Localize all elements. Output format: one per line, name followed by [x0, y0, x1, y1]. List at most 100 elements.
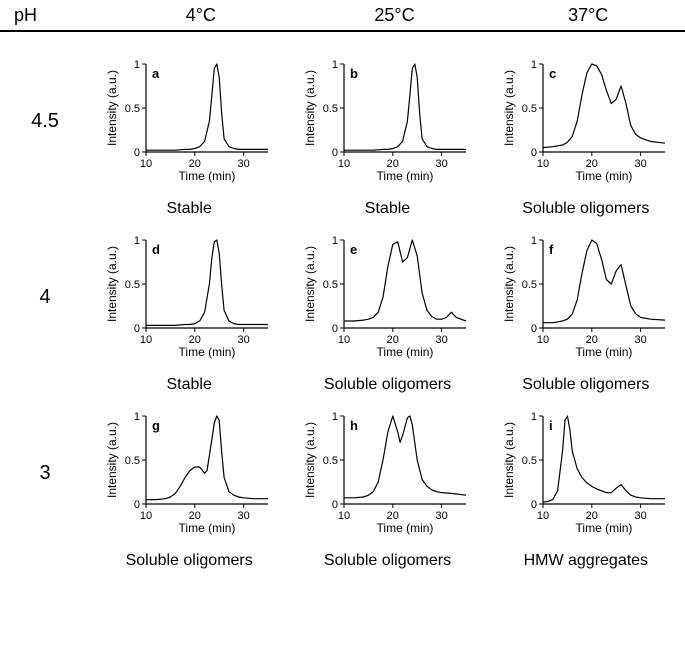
svg-text:0: 0: [134, 323, 140, 335]
svg-text:Intensity (a.u.): Intensity (a.u.): [105, 70, 119, 146]
svg-text:0.5: 0.5: [522, 279, 537, 291]
svg-text:0.5: 0.5: [125, 279, 140, 291]
svg-text:10: 10: [338, 510, 350, 522]
svg-text:10: 10: [537, 510, 549, 522]
svg-text:Time (min): Time (min): [377, 521, 434, 535]
svg-text:Time (min): Time (min): [179, 169, 236, 183]
svg-text:e: e: [350, 242, 357, 257]
panel-i: 10203000.51Time (min)Intensity (a.u.)i: [487, 408, 685, 538]
svg-text:10: 10: [537, 158, 549, 170]
svg-text:g: g: [152, 418, 160, 433]
svg-text:Intensity (a.u.): Intensity (a.u.): [502, 246, 516, 322]
chart-b: 10203000.51Time (min)Intensity (a.u.)b: [302, 56, 472, 186]
svg-text:1: 1: [134, 411, 140, 423]
svg-text:0.5: 0.5: [125, 103, 140, 115]
svg-text:10: 10: [338, 334, 350, 346]
caption-f: Soluble oligomers: [487, 368, 685, 402]
svg-text:b: b: [350, 66, 358, 81]
svg-text:30: 30: [238, 334, 250, 346]
chart-d: 10203000.51Time (min)Intensity (a.u.)d: [104, 232, 274, 362]
svg-text:0.5: 0.5: [522, 103, 537, 115]
svg-text:Intensity (a.u.): Intensity (a.u.): [502, 422, 516, 498]
svg-text:Time (min): Time (min): [377, 169, 434, 183]
svg-text:c: c: [549, 66, 556, 81]
svg-text:0: 0: [332, 147, 338, 159]
chart-i: 10203000.51Time (min)Intensity (a.u.)i: [501, 408, 671, 538]
svg-text:10: 10: [140, 510, 152, 522]
chart-a: 10203000.51Time (min)Intensity (a.u.)a: [104, 56, 274, 186]
caption-a: Stable: [90, 192, 288, 226]
svg-text:f: f: [549, 242, 554, 257]
svg-text:i: i: [549, 418, 553, 433]
svg-text:0.5: 0.5: [323, 455, 338, 467]
svg-text:0: 0: [531, 323, 537, 335]
caption-g: Soluble oligomers: [90, 544, 288, 578]
svg-text:a: a: [152, 66, 160, 81]
figure-root: pH 4°C 25°C 37°C 4.510203000.51Time (min…: [0, 0, 685, 663]
svg-text:0: 0: [134, 499, 140, 511]
svg-text:0.5: 0.5: [125, 455, 140, 467]
row-label-ph-4.5: 4.5: [0, 56, 90, 186]
svg-text:Intensity (a.u.): Intensity (a.u.): [502, 70, 516, 146]
caption-i: HMW aggregates: [487, 544, 685, 578]
caption-e: Soluble oligomers: [288, 368, 486, 402]
svg-text:Intensity (a.u.): Intensity (a.u.): [105, 422, 119, 498]
svg-text:Intensity (a.u.): Intensity (a.u.): [303, 246, 317, 322]
svg-text:Time (min): Time (min): [179, 345, 236, 359]
svg-text:30: 30: [238, 158, 250, 170]
panel-c: 10203000.51Time (min)Intensity (a.u.)c: [487, 56, 685, 186]
chart-e: 10203000.51Time (min)Intensity (a.u.)e: [302, 232, 472, 362]
caption-d: Stable: [90, 368, 288, 402]
svg-text:0: 0: [531, 499, 537, 511]
svg-text:1: 1: [531, 59, 537, 71]
svg-text:30: 30: [634, 158, 646, 170]
ph-column-header: pH: [0, 5, 104, 26]
chart-g: 10203000.51Time (min)Intensity (a.u.)g: [104, 408, 274, 538]
svg-text:Intensity (a.u.): Intensity (a.u.): [303, 70, 317, 146]
svg-text:1: 1: [134, 59, 140, 71]
col-header-4c: 4°C: [104, 5, 298, 26]
chart-f: 10203000.51Time (min)Intensity (a.u.)f: [501, 232, 671, 362]
svg-text:0.5: 0.5: [323, 279, 338, 291]
panel-h: 10203000.51Time (min)Intensity (a.u.)h: [288, 408, 486, 538]
svg-text:1: 1: [332, 59, 338, 71]
panel-b: 10203000.51Time (min)Intensity (a.u.)b: [288, 56, 486, 186]
svg-text:Time (min): Time (min): [575, 345, 632, 359]
chart-h: 10203000.51Time (min)Intensity (a.u.)h: [302, 408, 472, 538]
header-row: pH 4°C 25°C 37°C: [0, 0, 685, 32]
svg-text:Time (min): Time (min): [575, 521, 632, 535]
svg-text:30: 30: [436, 158, 448, 170]
svg-text:30: 30: [436, 334, 448, 346]
svg-text:0: 0: [134, 147, 140, 159]
svg-text:Time (min): Time (min): [179, 521, 236, 535]
svg-text:1: 1: [332, 235, 338, 247]
svg-text:30: 30: [436, 510, 448, 522]
svg-text:Intensity (a.u.): Intensity (a.u.): [303, 422, 317, 498]
panel-e: 10203000.51Time (min)Intensity (a.u.)e: [288, 232, 486, 362]
chart-c: 10203000.51Time (min)Intensity (a.u.)c: [501, 56, 671, 186]
svg-text:10: 10: [140, 334, 152, 346]
svg-text:0.5: 0.5: [522, 455, 537, 467]
svg-text:0: 0: [332, 323, 338, 335]
svg-text:Time (min): Time (min): [575, 169, 632, 183]
svg-text:d: d: [152, 242, 160, 257]
svg-text:1: 1: [531, 235, 537, 247]
svg-text:Intensity (a.u.): Intensity (a.u.): [105, 246, 119, 322]
svg-text:30: 30: [634, 510, 646, 522]
panel-f: 10203000.51Time (min)Intensity (a.u.)f: [487, 232, 685, 362]
svg-text:1: 1: [531, 411, 537, 423]
svg-text:h: h: [350, 418, 358, 433]
caption-b: Stable: [288, 192, 486, 226]
caption-c: Soluble oligomers: [487, 192, 685, 226]
svg-text:10: 10: [537, 334, 549, 346]
svg-text:Time (min): Time (min): [377, 345, 434, 359]
svg-text:10: 10: [140, 158, 152, 170]
svg-text:30: 30: [634, 334, 646, 346]
col-header-25c: 25°C: [298, 5, 492, 26]
svg-text:10: 10: [338, 158, 350, 170]
col-header-37c: 37°C: [491, 5, 685, 26]
panel-g: 10203000.51Time (min)Intensity (a.u.)g: [90, 408, 288, 538]
row-label-ph-4: 4: [0, 232, 90, 362]
caption-h: Soluble oligomers: [288, 544, 486, 578]
svg-text:30: 30: [238, 510, 250, 522]
